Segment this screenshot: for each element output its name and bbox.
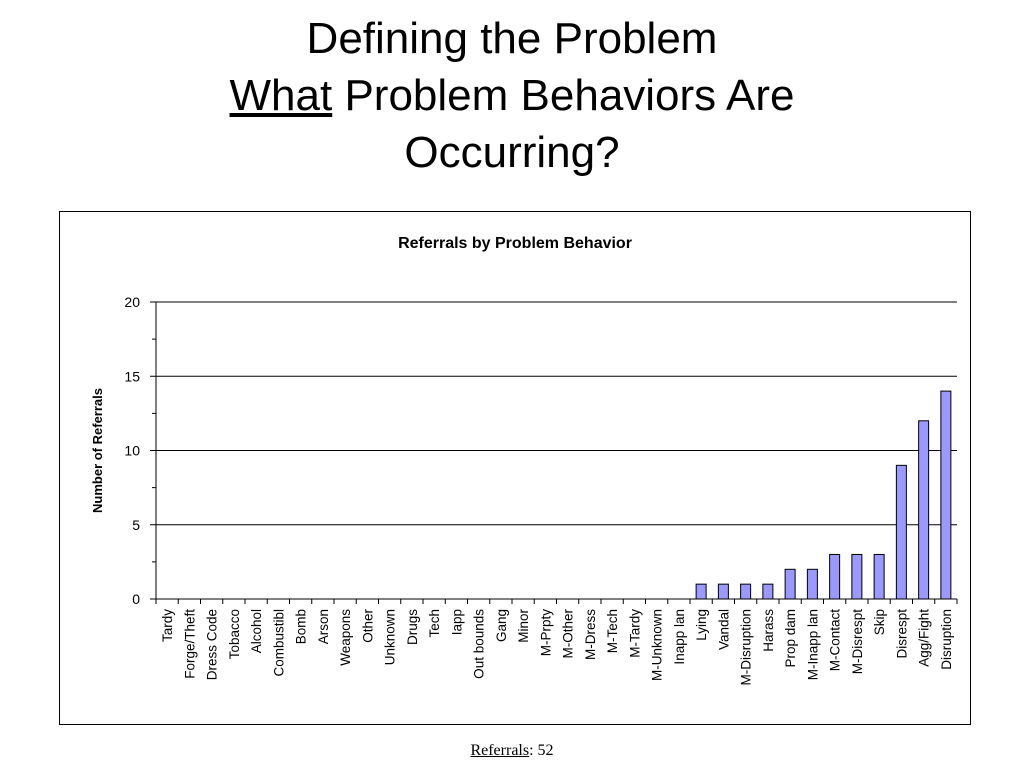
y-tick-label: 20 — [124, 294, 140, 310]
bar-disruption — [940, 390, 952, 600]
bar-harass — [762, 583, 774, 600]
x-tick-label: Out bounds — [472, 609, 487, 679]
x-tick-label: M-Tech — [605, 609, 620, 653]
x-tick-label: Agg/Fight — [917, 609, 932, 667]
y-tick-label: 0 — [132, 591, 140, 607]
x-tick-label: M-Dress — [583, 609, 598, 660]
referrals-bar-chart: Referrals by Problem Behavior Number of R… — [90, 235, 958, 686]
y-tick-label: 10 — [124, 443, 140, 459]
x-tick-label: Forge/Theft — [182, 609, 197, 679]
bar-skip — [873, 553, 885, 600]
x-tick-label: Bomb — [294, 609, 309, 644]
title-line-2-rest: Problem Behaviors Are — [332, 71, 795, 120]
x-tick-label: M-Contact — [828, 609, 843, 672]
x-tick-label: Disrespt — [894, 609, 909, 659]
x-tick-label: Skip — [872, 609, 887, 635]
x-tick-label: M-Inapp lan — [805, 609, 820, 680]
bar-m-disrespt — [851, 553, 863, 600]
x-tick-label: Combustibl — [271, 609, 286, 677]
bar-m-inapp-lan — [806, 568, 818, 600]
x-tick-label: Harass — [761, 609, 776, 652]
x-tick-label: Alcohol — [249, 609, 264, 653]
x-tick-label: M-Disruption — [739, 609, 754, 686]
x-tick-label: M-Tardy — [627, 609, 642, 658]
title-emphasis: What — [229, 71, 333, 120]
footnote-value: : 52 — [529, 742, 554, 759]
x-tick-label: M-Prpty — [538, 609, 553, 657]
x-tick-label: Minor — [516, 609, 531, 643]
footnote-label: Referrals — [470, 742, 530, 759]
x-tick-label: Gang — [494, 609, 509, 642]
title-line-1: Defining the Problem — [306, 14, 718, 63]
x-tick-label: Arson — [316, 609, 331, 644]
bar-agg-fight — [918, 420, 930, 600]
x-tick-label: Tech — [427, 609, 442, 638]
slide-title: Defining the Problem What Problem Behavi… — [0, 10, 1024, 181]
x-tick-label: M-Disrespt — [850, 609, 865, 675]
x-tick-label: Tardy — [160, 609, 175, 642]
x-tick-label: Prop dam — [783, 609, 798, 668]
title-line-2: What Problem Behaviors Are — [0, 67, 1024, 124]
x-tick-label: Unknown — [383, 609, 398, 665]
bar-lying — [695, 583, 707, 600]
footnote: Referrals: 52 — [0, 742, 1024, 760]
x-tick-label: M-Other — [561, 609, 576, 659]
x-tick-label: Lying — [694, 609, 709, 641]
title-line-3: Occurring? — [404, 128, 620, 177]
x-tick-label: Dress Code — [205, 609, 220, 680]
x-tick-label: Inapp lan — [672, 609, 687, 665]
y-tick-label: 15 — [124, 368, 140, 384]
x-tick-label: Weapons — [338, 609, 353, 666]
y-axis-label: Number of Referrals — [90, 388, 105, 513]
x-tick-label: Vandal — [716, 609, 731, 650]
x-tick-label: Disruption — [939, 609, 954, 670]
bar-disrespt — [895, 464, 907, 600]
chart-frame: Referrals by Problem Behavior Number of R… — [59, 211, 971, 725]
x-tick-label: Tobacco — [227, 609, 242, 659]
x-tick-label: Iapp — [449, 609, 464, 635]
chart-title: Referrals by Problem Behavior — [398, 235, 632, 252]
bar-vandal — [717, 583, 729, 600]
bar-m-disruption — [740, 583, 752, 600]
x-tick-label: Drugs — [405, 609, 420, 645]
x-tick-label: Other — [360, 608, 375, 642]
bar-prop-dam — [784, 568, 796, 600]
y-tick-label: 5 — [132, 517, 140, 533]
x-tick-label: M-Unknown — [650, 609, 665, 681]
bar-m-contact — [829, 553, 841, 600]
